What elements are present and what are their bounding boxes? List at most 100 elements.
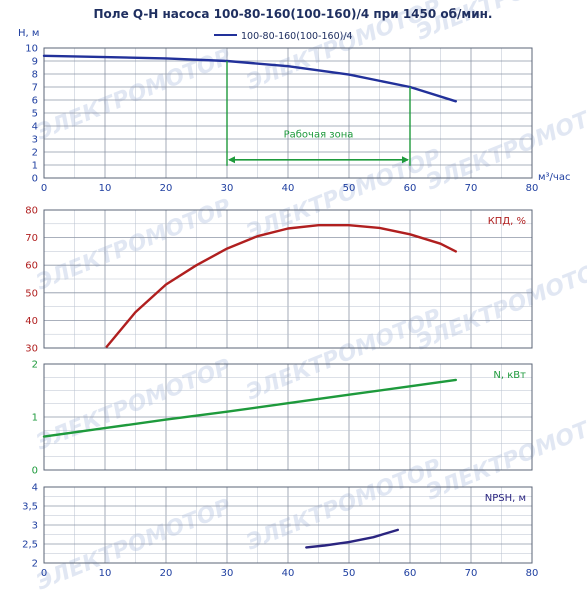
watermark-text: ЭЛЕКТРОМОТОР <box>33 355 235 456</box>
series-line-head <box>42 54 457 103</box>
series-line-power <box>42 378 457 438</box>
x-tick-label: 40 <box>282 183 295 194</box>
y-tick-label: 0 <box>32 466 38 477</box>
x-tick-label: 30 <box>221 568 234 579</box>
y-tick-label: 70 <box>25 233 38 244</box>
data-point <box>348 541 350 543</box>
y-tick-label: 8 <box>32 70 38 81</box>
data-point <box>348 73 350 76</box>
x-tick-label: 70 <box>465 568 478 579</box>
data-point <box>454 100 457 103</box>
y-axis-label: Н, м <box>18 28 39 39</box>
x-tick-label: 80 <box>526 568 539 579</box>
y-tick-label: 2 <box>32 148 38 159</box>
zone-arrowhead-left <box>228 156 235 164</box>
x-tick-label: 0 <box>41 568 47 579</box>
x-tick-label: 30 <box>221 183 234 194</box>
y-tick-label: 9 <box>32 57 38 68</box>
y-tick-label: 3 <box>32 521 38 532</box>
y-axis-label: КПД, % <box>488 216 526 227</box>
panel-power: 0 1 2 N, кВт <box>32 360 533 477</box>
y-tick-label: 3 <box>32 135 38 146</box>
zone-label: Рабочая зона <box>284 130 354 141</box>
x-tick-label: 60 <box>404 568 417 579</box>
plot-frame <box>43 363 533 471</box>
data-point <box>104 56 106 58</box>
data-point <box>104 427 106 429</box>
x-tick-label: 10 <box>99 183 112 194</box>
x-tick-label: 20 <box>160 568 173 579</box>
data-point <box>287 65 289 67</box>
x-tick-label: 0 <box>41 183 47 194</box>
data-point <box>226 247 228 250</box>
chart-title: Поле Q-H насоса 100-80-160(100-160)/4 пр… <box>94 7 493 21</box>
plot-frame <box>43 486 533 564</box>
y-tick-label: 1 <box>32 161 38 172</box>
data-point <box>43 435 45 438</box>
data-point <box>323 544 326 547</box>
data-point <box>397 529 399 531</box>
y-tick-label: 50 <box>25 288 38 299</box>
y-tick-label: 60 <box>25 261 38 272</box>
data-point <box>348 393 350 396</box>
y-tick-label: 40 <box>25 316 38 327</box>
data-point <box>165 283 167 286</box>
data-point <box>256 235 259 238</box>
data-point <box>134 311 137 313</box>
data-point <box>454 379 457 381</box>
y-tick-label: 2,5 <box>22 540 38 551</box>
x-tick-label: 60 <box>404 183 417 194</box>
plot-frame <box>43 209 533 349</box>
data-point <box>305 546 308 549</box>
data-point <box>348 224 350 226</box>
y-tick-label: 80 <box>25 206 38 217</box>
y-tick-label: 2 <box>32 559 38 570</box>
data-point <box>378 227 381 229</box>
x-tick-label: 70 <box>465 183 478 194</box>
y-tick-label: 1 <box>32 413 38 424</box>
y-tick-label: 0 <box>32 174 38 185</box>
y-tick-label: 3,5 <box>22 502 38 513</box>
x-tick-label: 20 <box>160 183 173 194</box>
y-tick-label: 4 <box>32 483 38 494</box>
watermark-text: ЭЛЕКТРОМОТОР <box>413 255 587 356</box>
y-tick-label: 5 <box>32 109 38 120</box>
x-axis-unit: м³/час <box>538 172 570 183</box>
y-tick-label: 7 <box>32 83 38 94</box>
series-line-npsh <box>305 528 399 549</box>
data-point <box>195 264 198 267</box>
data-point <box>106 345 108 348</box>
y-tick-label: 2 <box>32 360 38 371</box>
data-point <box>372 536 375 538</box>
x-tick-label: 40 <box>282 568 295 579</box>
zone-arrowhead-right <box>402 156 409 164</box>
watermark-text: ЭЛЕКТРОМОТОР <box>33 495 235 596</box>
y-axis-label: NPSH, м <box>485 493 526 504</box>
data-point <box>226 410 228 413</box>
x-tick-label: 50 <box>343 183 356 194</box>
data-point <box>165 57 167 60</box>
data-point <box>287 402 289 405</box>
data-point <box>454 250 457 253</box>
data-point <box>317 224 320 226</box>
data-point <box>165 418 167 421</box>
y-tick-label: 30 <box>25 344 38 355</box>
plot-frame <box>43 47 533 179</box>
y-tick-label: 10 <box>25 44 38 55</box>
y-tick-label: 6 <box>32 96 38 107</box>
x-tick-label: 50 <box>343 568 356 579</box>
y-tick-label: 4 <box>32 122 38 133</box>
x-tick-label: 80 <box>526 183 539 194</box>
legend-label: 100-80-160(100-160)/4 <box>241 31 353 42</box>
data-point <box>287 227 289 230</box>
panel-eff: 30 40 50 60 70 80 КПД, % <box>25 206 533 355</box>
watermark-text: ЭЛЕКТРОМОТОР <box>423 405 587 506</box>
x-tick-label: 10 <box>99 568 112 579</box>
data-point <box>43 55 45 57</box>
data-point <box>439 242 442 245</box>
y-axis-label: N, кВт <box>493 370 526 381</box>
